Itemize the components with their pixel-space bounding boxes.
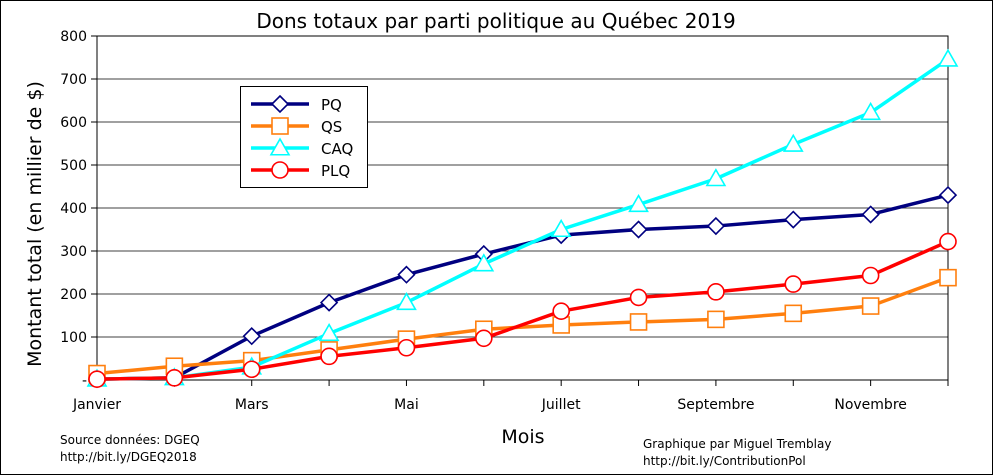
data-point-pq [784,210,803,229]
legend-swatch-plq [251,161,309,179]
data-point-plq [552,302,570,321]
data-point-caq [550,218,572,238]
legend-swatch-caq [251,137,309,156]
x-tick-label: Janvier [72,397,121,413]
legend-label-caq: CAQ [321,140,354,158]
y-tick-label: 200 [60,287,87,303]
series-line-pq [96,193,949,381]
x-tick-label: Mai [394,397,419,413]
data-point-plq [242,360,261,379]
y-tick-label: 600 [60,115,87,131]
data-point-pq [242,327,261,346]
series-line-plq [96,239,949,381]
grid-lines [97,35,948,338]
legend-marker-qs [271,117,289,135]
legend-marker-plq [271,161,289,179]
data-point-caq [860,101,882,121]
data-point-plq [475,329,493,348]
y-axis-label: Montant total (en millier de $) [24,81,46,367]
data-point-plq [629,288,648,307]
data-point-plq [707,283,725,301]
data-point-plq [397,338,416,357]
data-point-caq [396,291,417,311]
legend-entry-qs: QS [241,115,367,137]
legend-entry-plq: PLQ [241,159,367,181]
data-point-caq [782,133,804,152]
legend-entry-pq: PQ [241,93,367,115]
data-point-plq [939,232,957,251]
axes: - 100 200 300 400 500 600 700 800 Janvier Mars Mai J… [60,29,949,413]
author-link[interactable]: http://bit.ly/ContributionPol [643,454,806,468]
y-tick-label: 100 [60,330,87,346]
legend-marker-caq [269,137,291,156]
author-text: Graphique par Miguel Tremblay [643,437,832,451]
data-point-caq [318,322,340,342]
legend-label-pq: PQ [321,96,342,114]
series-plq [88,232,957,388]
data-point-pq [629,220,648,239]
data-point-pq [706,216,726,236]
y-tick-label: - [82,373,87,389]
source-credit: Source données: DGEQ http://bit.ly/DGEQ2… [60,432,200,466]
legend-entry-caq: CAQ [241,137,367,159]
x-axis-label: Mois [501,426,544,448]
plot-area-border [96,35,949,381]
y-tick-label: 400 [60,201,87,217]
data-point-caq [473,253,495,272]
data-point-plq [320,347,338,366]
chart-title: Dons totaux par parti politique au Québe… [256,9,735,33]
series-pq [87,185,958,389]
legend: PQ QS CAQ PLQ [240,86,368,188]
legend-swatch-pq [251,94,309,114]
data-point-pq [938,185,958,205]
source-text: Source données: DGEQ [60,433,200,447]
data-point-plq [165,369,184,387]
y-tick-label: 500 [60,158,87,174]
legend-label-qs: QS [321,118,343,136]
author-credit: Graphique par Miguel Tremblay http://bit… [643,436,831,470]
series-line-caq [96,57,949,381]
y-tick-label: 300 [60,244,87,260]
data-point-pq [319,293,339,312]
x-tick-label: Septembre [677,397,754,413]
x-tick-label: Juillet [541,397,581,413]
y-tick-label: 700 [60,72,87,88]
data-point-pq [397,265,416,284]
data-point-qs [707,310,725,329]
data-point-qs [939,268,957,287]
series-lines [86,48,959,389]
data-point-qs [629,313,648,331]
data-point-caq [628,193,649,213]
data-point-plq [88,370,106,388]
data-point-plq [861,266,880,285]
legend-marker-pq [270,94,290,114]
data-point-qs [784,304,803,323]
x-tick-label: Novembre [834,397,907,413]
y-tick-label: 800 [60,29,87,45]
data-point-qs [861,297,880,315]
data-point-pq [861,205,880,224]
data-point-plq [784,275,803,293]
data-point-caq [937,48,959,67]
source-link[interactable]: http://bit.ly/DGEQ2018 [60,450,197,464]
x-tick-label: Mars [235,397,269,413]
legend-swatch-qs [251,117,309,135]
series-line-qs [96,276,949,376]
legend-label-plq: PLQ [321,162,351,180]
data-point-caq [705,168,727,187]
